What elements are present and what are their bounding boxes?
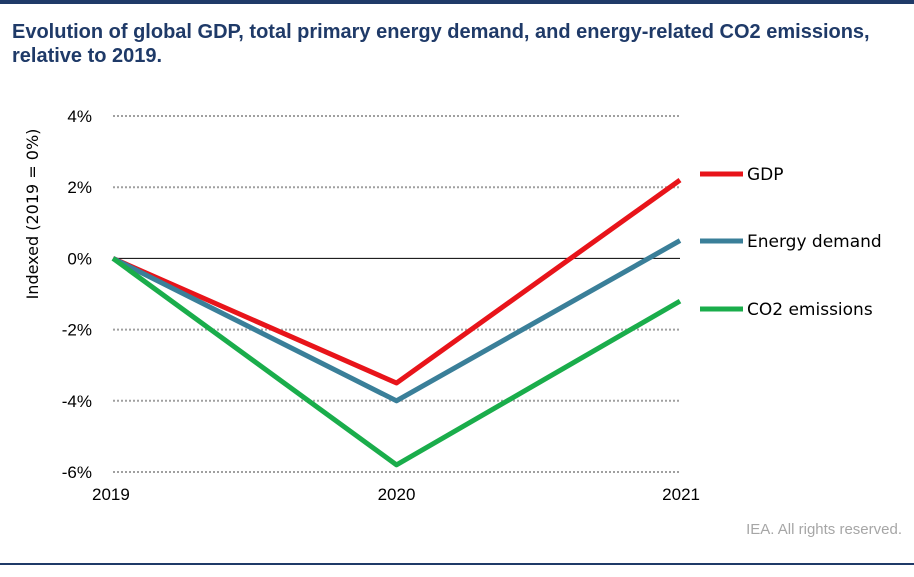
chart-title: Evolution of global GDP, total primary e… — [12, 21, 870, 67]
legend-label: CO2 emissions — [747, 300, 873, 320]
bottom-rule — [0, 563, 914, 565]
legend-label: GDP — [747, 165, 784, 185]
y-tick-label: -2% — [62, 321, 92, 340]
y-tick-label: -6% — [62, 463, 92, 482]
y-axis-title: Indexed (2019 = 0%) — [23, 129, 42, 300]
legend-label: Energy demand — [747, 232, 882, 252]
y-tick-label: 4% — [67, 107, 92, 126]
y-tick-label: -4% — [62, 392, 92, 411]
series-line-co2-emissions — [111, 256, 682, 468]
series-line-energy-demand — [111, 238, 682, 404]
copyright-note: IEA. All rights reserved. — [746, 521, 902, 538]
x-tick-label: 2019 — [92, 485, 130, 504]
x-tick-label: 2021 — [662, 485, 700, 504]
y-tick-label: 0% — [67, 249, 92, 268]
y-tick-label: 2% — [67, 178, 92, 197]
series-line-gdp — [111, 178, 682, 386]
x-tick-label: 2020 — [378, 485, 416, 504]
top-rule — [0, 0, 914, 4]
